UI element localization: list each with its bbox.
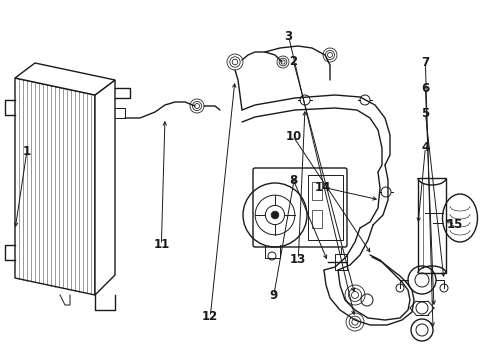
Polygon shape xyxy=(95,80,115,295)
Bar xyxy=(311,182,321,200)
Bar xyxy=(307,175,342,240)
Text: 6: 6 xyxy=(421,82,428,95)
Bar xyxy=(417,178,445,273)
Text: 1: 1 xyxy=(23,145,31,158)
Bar xyxy=(334,254,346,270)
Text: 9: 9 xyxy=(269,289,277,302)
Text: 7: 7 xyxy=(421,57,428,69)
Text: 2: 2 xyxy=(289,55,297,68)
Polygon shape xyxy=(15,63,115,95)
Text: 15: 15 xyxy=(446,219,462,231)
Text: 8: 8 xyxy=(289,174,297,186)
Text: 4: 4 xyxy=(421,141,428,154)
Text: 12: 12 xyxy=(202,310,218,323)
Text: 10: 10 xyxy=(285,130,301,143)
Text: 5: 5 xyxy=(421,107,428,120)
Text: 14: 14 xyxy=(314,181,330,194)
Text: 13: 13 xyxy=(289,253,306,266)
Text: 3: 3 xyxy=(284,30,292,42)
Circle shape xyxy=(271,211,278,219)
Bar xyxy=(311,210,321,228)
Text: 11: 11 xyxy=(153,238,169,251)
